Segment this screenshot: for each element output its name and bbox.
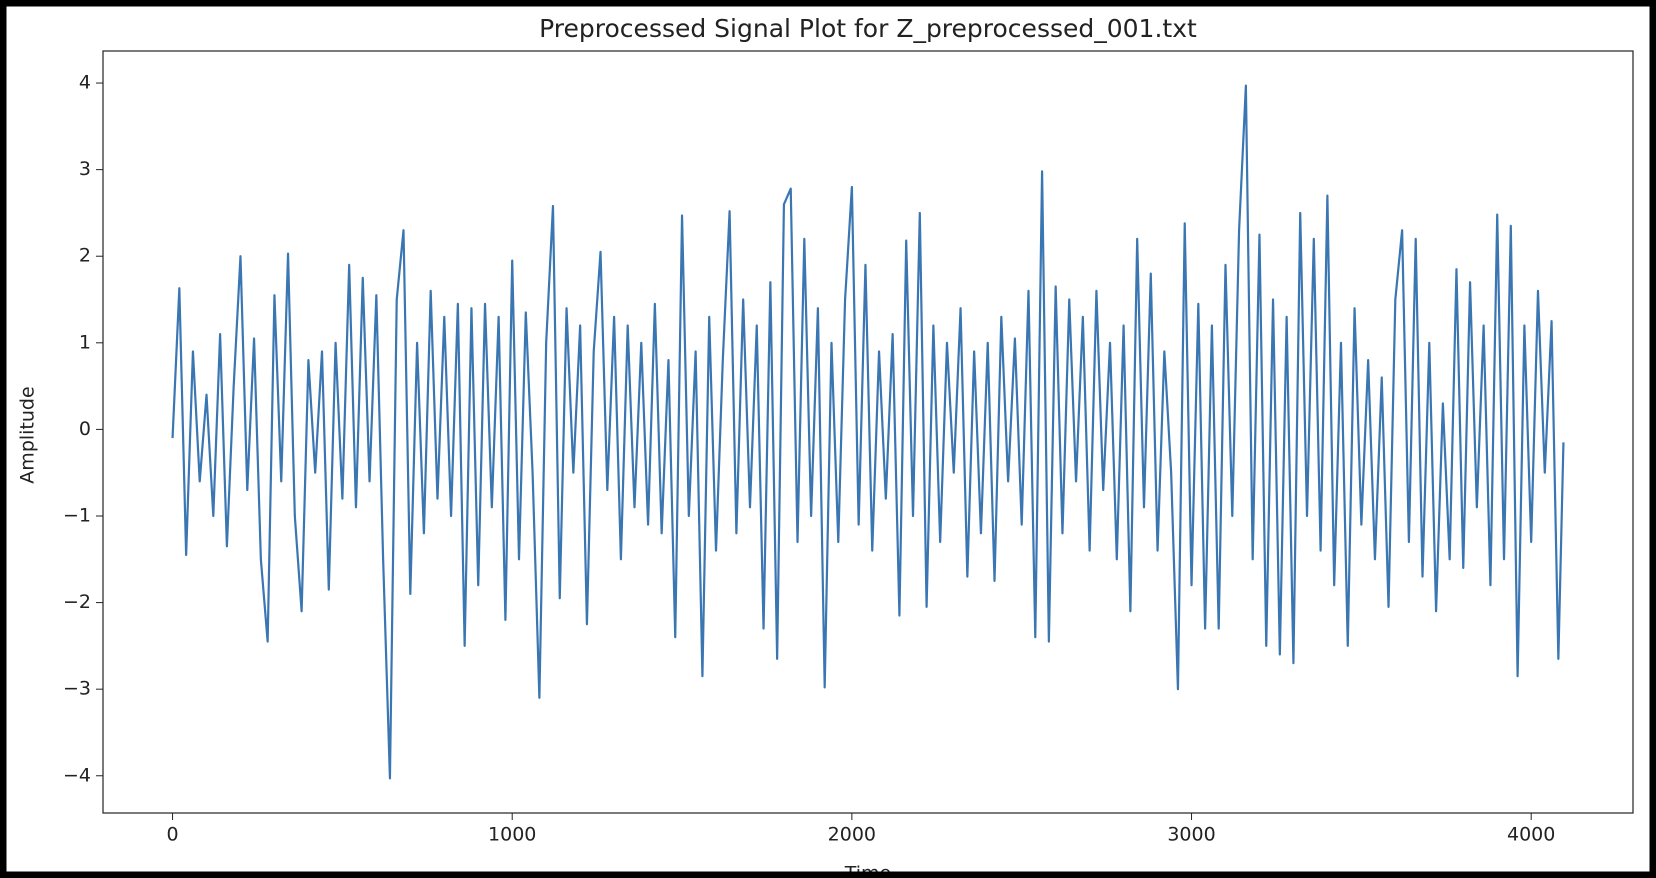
y-tick-label: −3	[63, 678, 91, 700]
x-tick-label: 0	[166, 824, 178, 846]
y-tick-label: 1	[79, 331, 91, 353]
y-tick-label: 4	[79, 72, 91, 94]
y-tick-label: −2	[63, 591, 91, 613]
y-axis-label: Amplitude	[17, 386, 39, 483]
signal-line	[171, 84, 1565, 780]
plot-frame	[102, 50, 1634, 814]
x-tick-label: 2000	[828, 824, 876, 846]
y-tick-label: 2	[79, 245, 91, 267]
y-tick-label: 3	[79, 158, 91, 180]
chart-title: Preprocessed Signal Plot for Z_preproces…	[539, 14, 1197, 43]
y-tick-label: −4	[63, 764, 91, 786]
x-tick-label: 4000	[1507, 824, 1555, 846]
y-tick-label: −1	[63, 504, 91, 526]
x-tick-label: 1000	[488, 824, 536, 846]
x-tick-label: 3000	[1167, 824, 1215, 846]
y-tick-label: 0	[79, 418, 91, 440]
